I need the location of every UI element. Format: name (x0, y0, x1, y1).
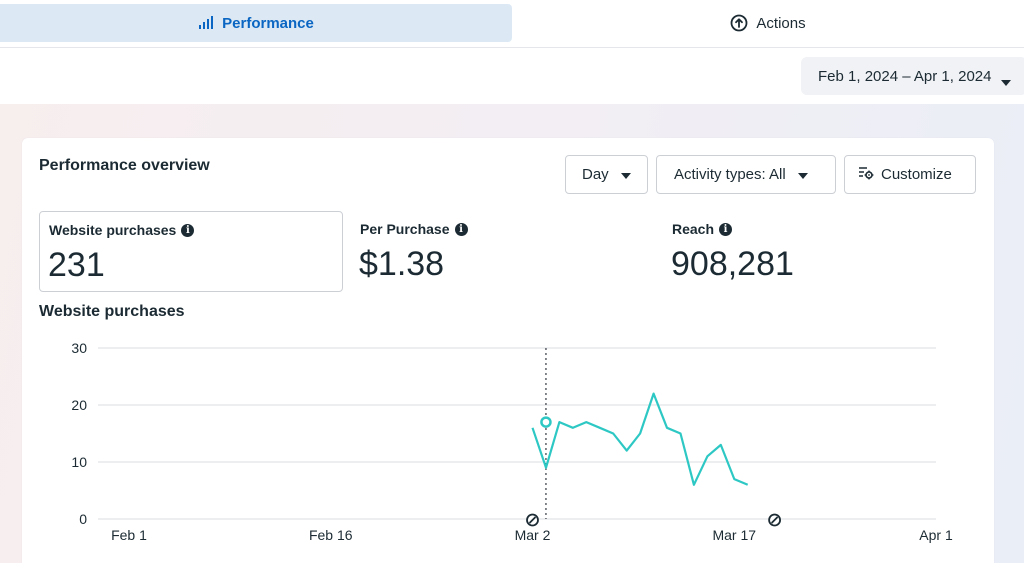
metric-label: Per Purchase (360, 221, 450, 237)
tab-bar: Performance Actions (0, 0, 1024, 48)
annotation-marker-slash (528, 516, 537, 524)
caret-down-icon (620, 166, 631, 183)
customize-button[interactable]: Customize (844, 155, 976, 194)
metric-reach[interactable]: Reach i 908,281 (663, 211, 963, 292)
date-range-label: Feb 1, 2024 – Apr 1, 2024 (818, 67, 992, 85)
bar-chart-icon (198, 16, 214, 30)
metric-label: Website purchases (49, 222, 177, 238)
chart-title: Website purchases (39, 303, 185, 320)
customize-icon (858, 166, 874, 184)
x-tick-label: Feb 1 (111, 527, 147, 543)
metric-value: 231 (48, 246, 105, 284)
tab-label: Performance (222, 14, 314, 32)
y-tick-label: 10 (71, 454, 87, 470)
card-title: Performance overview (39, 157, 210, 174)
info-icon[interactable]: i (454, 222, 468, 236)
info-icon[interactable]: i (181, 223, 195, 237)
metric-label-row: Per Purchase i (360, 221, 468, 237)
metric-label-row: Reach i (672, 221, 733, 237)
x-tick-label: Mar 2 (515, 527, 551, 543)
arrow-up-circle-icon (730, 14, 748, 32)
metric-per-purchase[interactable]: Per Purchase i $1.38 (351, 211, 651, 292)
x-tick-label: Apr 1 (919, 527, 953, 543)
activity-types-dropdown[interactable]: Activity types: All (656, 155, 836, 194)
x-tick-label: Feb 16 (309, 527, 353, 543)
y-tick-label: 30 (71, 340, 87, 356)
metric-label-row: Website purchases i (49, 222, 195, 238)
customize-label: Customize (881, 166, 952, 183)
metric-value: 908,281 (671, 245, 794, 283)
x-tick-label: Mar 17 (712, 527, 756, 543)
highlight-point (540, 416, 552, 428)
website-purchases-chart[interactable]: 0 10 20 30 Feb 1 Feb 16 Mar 2 Mar 17 Apr 1 (22, 138, 994, 563)
day-dropdown[interactable]: Day (565, 155, 648, 194)
activity-label: Activity types: All (674, 166, 786, 183)
caret-down-icon (1001, 73, 1011, 90)
metric-label: Reach (672, 221, 715, 237)
y-tick-label: 20 (71, 397, 87, 413)
y-tick-label: 0 (79, 511, 87, 527)
caret-down-icon (797, 166, 808, 183)
metric-value: $1.38 (359, 245, 445, 283)
tab-actions[interactable]: Actions (512, 4, 1024, 42)
day-label: Day (582, 166, 609, 183)
date-range-picker[interactable]: Feb 1, 2024 – Apr 1, 2024 (801, 57, 1024, 95)
tab-performance[interactable]: Performance (0, 4, 512, 42)
annotation-marker-slash (770, 516, 779, 524)
series-line (531, 392, 749, 486)
performance-overview-card: Performance overview Day Activity types:… (22, 138, 994, 563)
metric-website-purchases[interactable]: Website purchases i 231 (39, 211, 343, 292)
info-icon[interactable]: i (719, 222, 733, 236)
tab-label: Actions (756, 14, 806, 32)
